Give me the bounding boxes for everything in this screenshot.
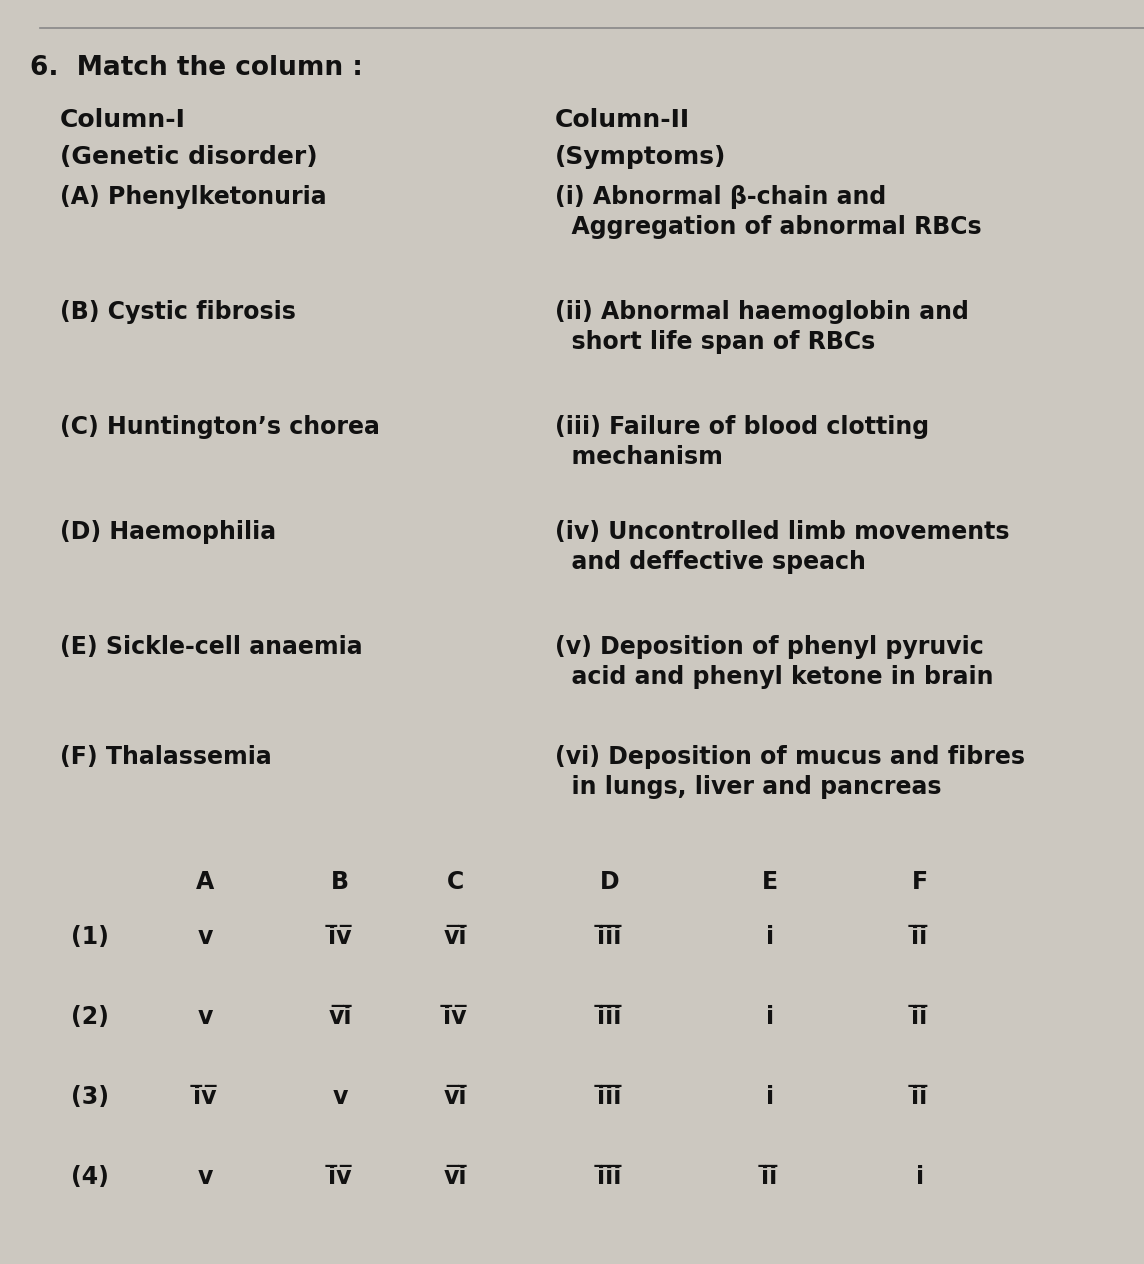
Text: (C) Huntington’s chorea: (C) Huntington’s chorea [59,415,380,439]
Text: 6.  Match the column :: 6. Match the column : [30,56,363,81]
Text: D: D [601,870,620,894]
Text: B: B [331,870,349,894]
Text: i̅i̅: i̅i̅ [912,1005,928,1029]
Text: (4): (4) [71,1165,109,1189]
Text: short life span of RBCs: short life span of RBCs [555,330,875,354]
Text: mechanism: mechanism [555,445,723,469]
Text: (v) Deposition of phenyl pyruvic: (v) Deposition of phenyl pyruvic [555,635,984,659]
Text: i: i [766,1085,774,1109]
Text: v: v [332,1085,348,1109]
Text: (iv) Uncontrolled limb movements: (iv) Uncontrolled limb movements [555,520,1009,544]
Text: i: i [766,925,774,949]
Text: i̅i̅: i̅i̅ [762,1165,778,1189]
Text: i: i [916,1165,924,1189]
Text: i̅v̅: i̅v̅ [328,925,351,949]
Text: (D) Haemophilia: (D) Haemophilia [59,520,276,544]
Text: (1): (1) [71,925,109,949]
Text: (B) Cystic fibrosis: (B) Cystic fibrosis [59,300,296,324]
Text: i̅i̅i̅: i̅i̅i̅ [598,1085,622,1109]
Text: F: F [912,870,928,894]
Text: v: v [197,1165,213,1189]
Text: in lungs, liver and pancreas: in lungs, liver and pancreas [555,775,942,799]
Text: i̅i̅: i̅i̅ [912,925,928,949]
Text: v: v [197,925,213,949]
Text: Aggregation of abnormal RBCs: Aggregation of abnormal RBCs [555,215,982,239]
Text: i: i [766,1005,774,1029]
Text: (A) Phenylketonuria: (A) Phenylketonuria [59,185,327,209]
Text: A: A [196,870,214,894]
Text: i̅i̅i̅: i̅i̅i̅ [598,925,622,949]
Text: i̅v̅: i̅v̅ [193,1085,216,1109]
Text: (ii) Abnormal haemoglobin and: (ii) Abnormal haemoglobin and [555,300,969,324]
Text: i̅i̅: i̅i̅ [912,1085,928,1109]
Text: (E) Sickle-cell anaemia: (E) Sickle-cell anaemia [59,635,363,659]
Text: i̅v̅: i̅v̅ [443,1005,467,1029]
Text: (vi) Deposition of mucus and fibres: (vi) Deposition of mucus and fibres [555,744,1025,769]
Text: C: C [446,870,463,894]
Text: (2): (2) [71,1005,109,1029]
Text: (3): (3) [71,1085,109,1109]
Text: acid and phenyl ketone in brain: acid and phenyl ketone in brain [555,665,993,689]
Text: (Symptoms): (Symptoms) [555,145,726,169]
Text: (Genetic disorder): (Genetic disorder) [59,145,318,169]
Text: v̅i̅: v̅i̅ [328,1005,351,1029]
Text: v̅i̅: v̅i̅ [443,1085,467,1109]
Text: and deffective speach: and deffective speach [555,550,866,574]
Text: i̅i̅i̅: i̅i̅i̅ [598,1005,622,1029]
Text: i̅i̅i̅: i̅i̅i̅ [598,1165,622,1189]
Text: v̅i̅: v̅i̅ [443,1165,467,1189]
Text: v̅i̅: v̅i̅ [443,925,467,949]
Text: v: v [197,1005,213,1029]
Text: (iii) Failure of blood clotting: (iii) Failure of blood clotting [555,415,929,439]
Text: Column-I: Column-I [59,107,185,131]
Text: i̅v̅: i̅v̅ [328,1165,351,1189]
Text: Column-II: Column-II [555,107,690,131]
Text: E: E [762,870,778,894]
Text: (F) Thalassemia: (F) Thalassemia [59,744,272,769]
Text: (i) Abnormal β-chain and: (i) Abnormal β-chain and [555,185,887,209]
